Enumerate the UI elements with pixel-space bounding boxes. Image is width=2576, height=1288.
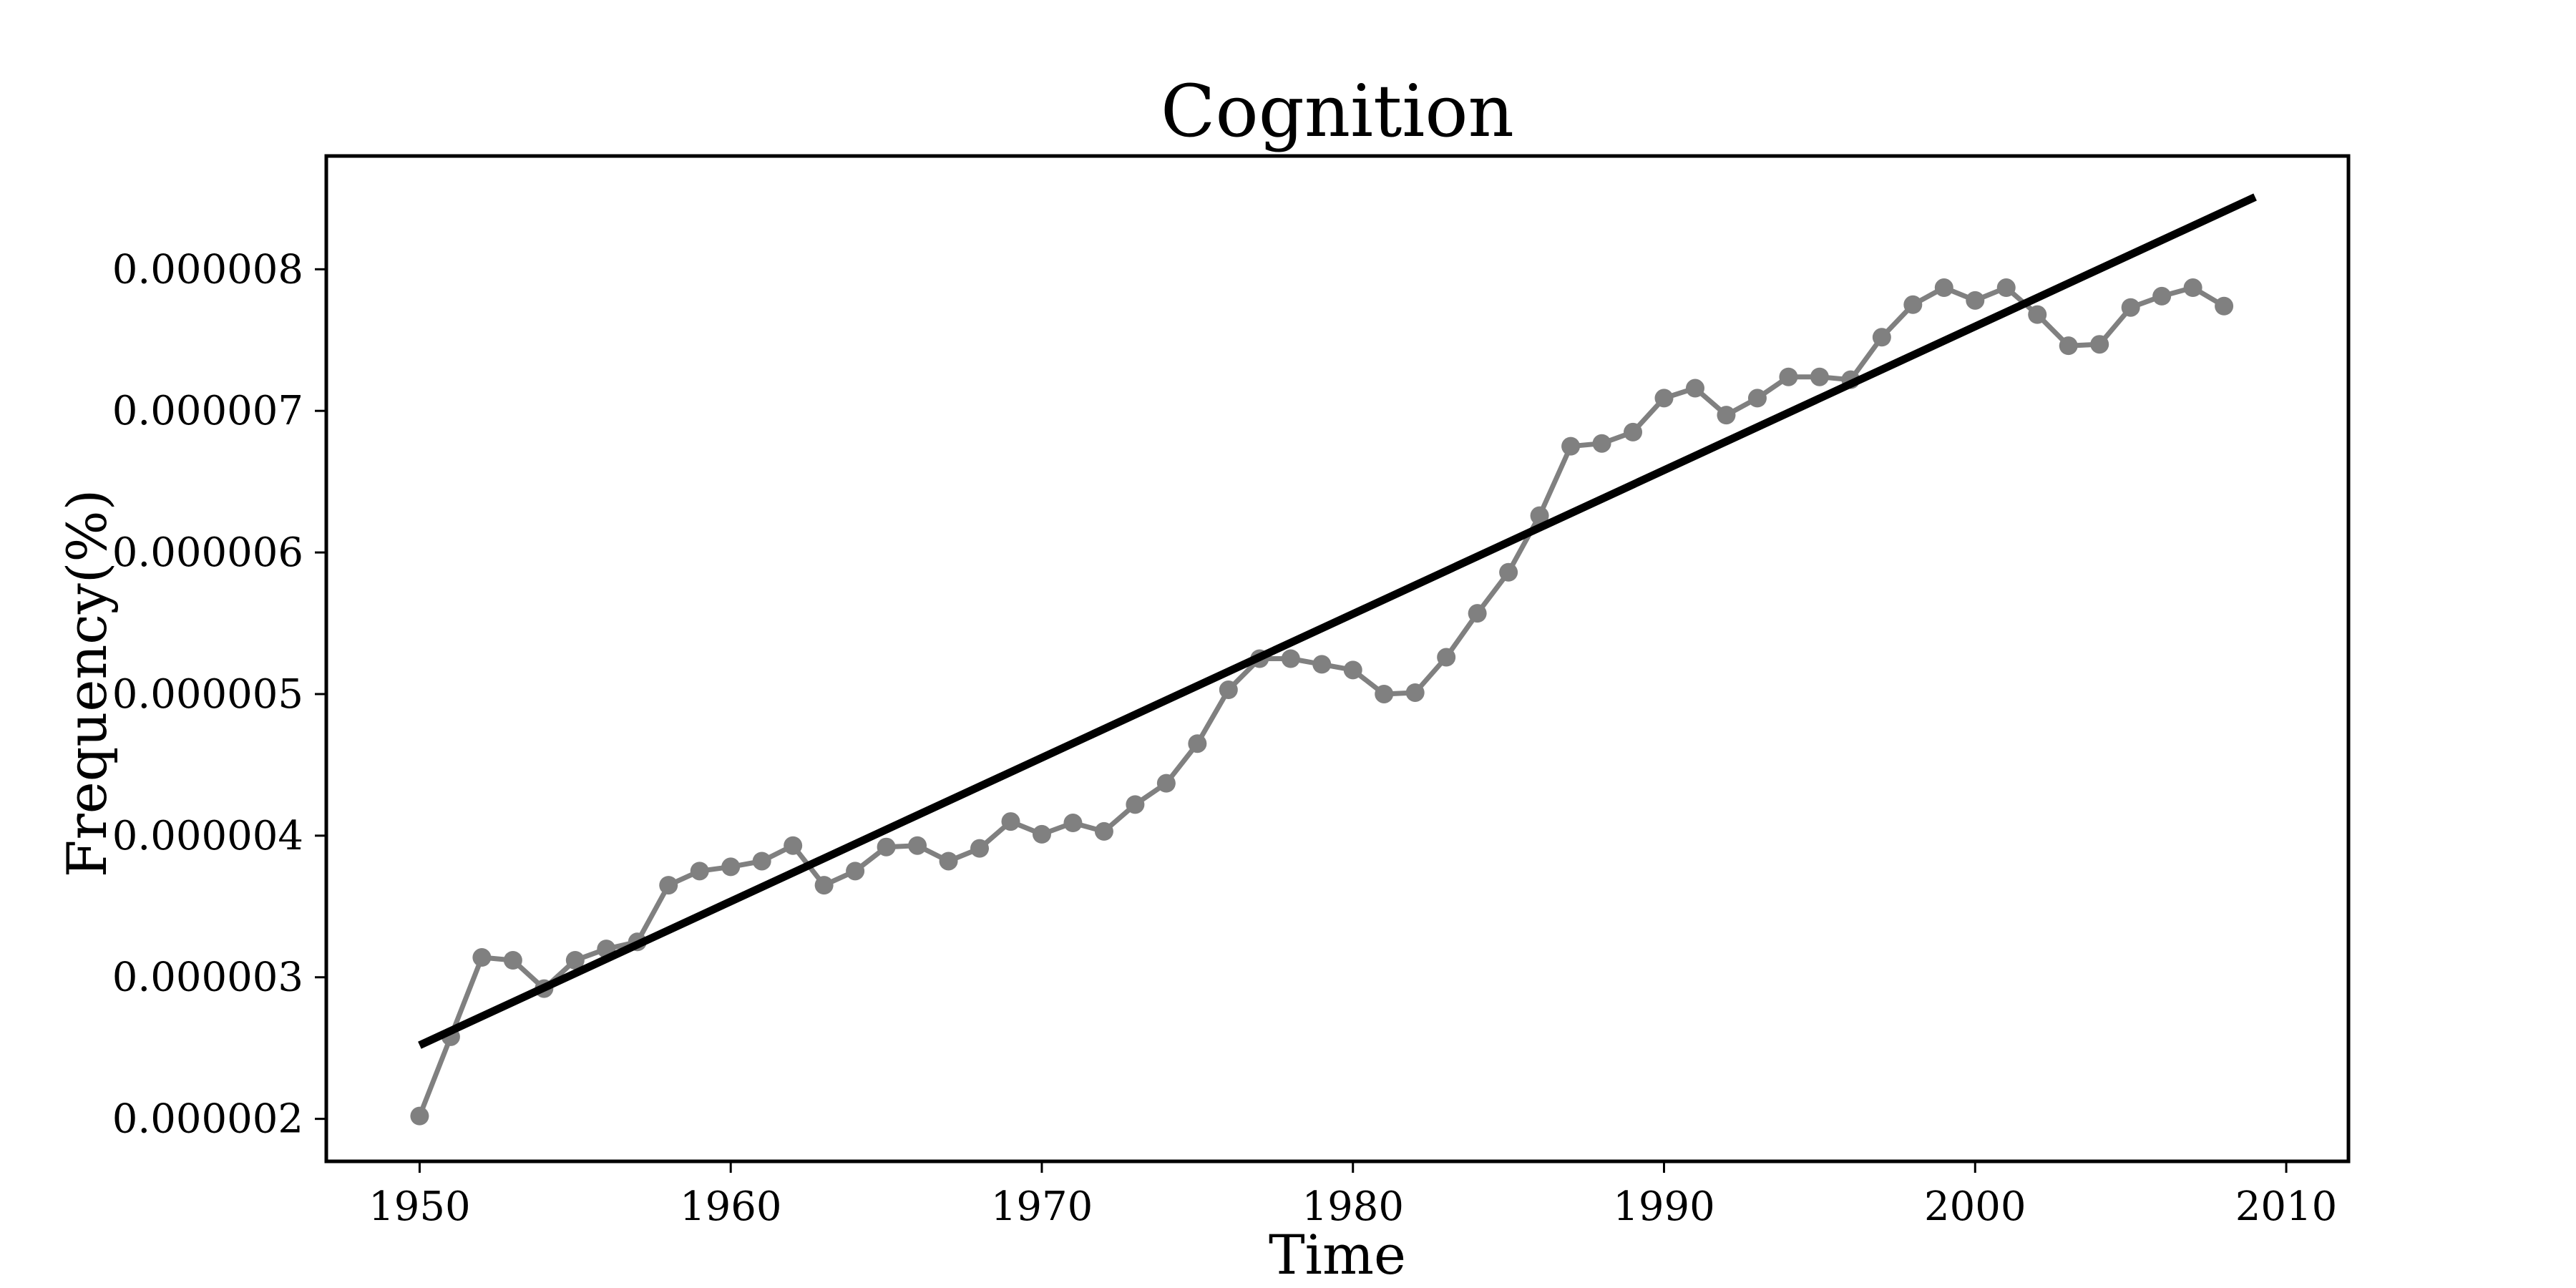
data-point [1063, 814, 1083, 833]
plot-frame [324, 154, 2351, 1163]
y-tick-label: 0.000005 [112, 671, 303, 718]
data-point [1592, 434, 1611, 453]
data-point [2059, 336, 2078, 356]
data-point [690, 862, 709, 881]
frequency-series-line [417, 285, 2225, 1117]
y-tick-label: 0.000004 [112, 813, 303, 859]
data-point [1343, 660, 1362, 680]
data-point [410, 1106, 429, 1126]
data-point [846, 862, 865, 881]
data-point [970, 839, 990, 858]
data-point [1281, 649, 1300, 668]
data-point [2183, 278, 2202, 298]
y-tick-label: 0.000007 [112, 388, 303, 434]
data-point [1001, 812, 1020, 831]
y-tick-label: 0.000006 [112, 530, 303, 576]
data-point [2152, 286, 2172, 306]
data-point [1156, 774, 1176, 793]
x-tick-label: 2010 [2235, 1184, 2338, 1230]
data-point [2090, 335, 2109, 354]
data-point [1747, 389, 1767, 408]
data-point [1375, 684, 1394, 703]
plot-series [410, 193, 2257, 1126]
data-point [659, 876, 678, 895]
data-point [565, 951, 585, 970]
data-point [877, 837, 896, 857]
data-point [1903, 295, 1923, 314]
data-point [1779, 367, 1798, 386]
data-point [472, 948, 492, 967]
x-axis-label: Time [1269, 1223, 1406, 1287]
data-point [2028, 305, 2047, 324]
data-point [1468, 604, 1487, 623]
data-point [752, 852, 771, 871]
y-tick-label: 0.000002 [112, 1096, 303, 1143]
axis-ticks: 1950 1960 1970 1980 1990 2000 2010 0.000002 0.00… [112, 246, 2338, 1230]
data-point [1032, 824, 1051, 844]
chart-title: Cognition [1161, 69, 1514, 153]
data-point [2121, 298, 2140, 317]
data-point [721, 857, 741, 877]
y-tick-label: 0.000008 [112, 246, 303, 293]
data-point [814, 876, 834, 895]
data-point [1996, 278, 2016, 298]
data-point [1717, 406, 1736, 425]
data-point [908, 836, 927, 855]
x-tick-label: 2000 [1924, 1184, 2026, 1230]
data-point [1312, 655, 1332, 674]
data-point [1872, 328, 1891, 347]
data-point [1530, 506, 1549, 525]
data-point [939, 852, 958, 871]
data-point [1654, 389, 1674, 408]
x-tick-label: 1990 [1613, 1184, 1715, 1230]
data-point [1126, 795, 1145, 814]
x-tick-label: 1960 [680, 1184, 782, 1230]
data-point [1685, 379, 1704, 398]
trend-line [418, 193, 2257, 1049]
data-point [1810, 367, 1829, 386]
y-tick-label: 0.000003 [112, 955, 303, 1001]
data-point [2215, 296, 2234, 316]
data-point [1934, 278, 1953, 298]
x-tick-label: 1970 [991, 1184, 1093, 1230]
data-point [1561, 436, 1581, 456]
data-point [1219, 680, 1238, 700]
data-point [784, 836, 803, 855]
data-point [1624, 422, 1643, 441]
data-point [1437, 648, 1456, 667]
x-tick-label: 1950 [369, 1184, 471, 1230]
x-tick-label: 1980 [1302, 1184, 1404, 1230]
data-point [503, 951, 522, 970]
data-point [1188, 734, 1207, 753]
data-point [1094, 821, 1113, 841]
data-point [1405, 683, 1425, 702]
data-point [1966, 291, 1985, 310]
y-axis-label: Frequency(%) [55, 489, 119, 878]
data-point [1499, 562, 1518, 582]
